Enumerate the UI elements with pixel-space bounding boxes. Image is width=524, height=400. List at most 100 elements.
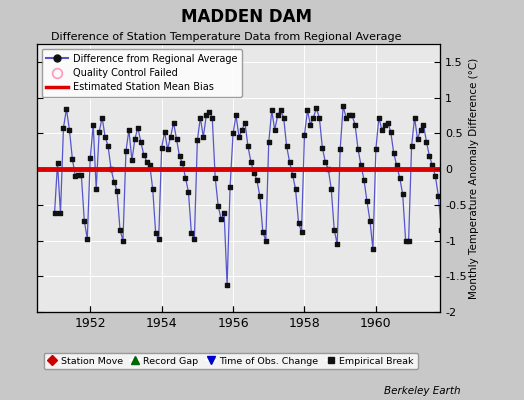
- Point: [178, 160, 187, 166]
- Point: [202, 112, 211, 119]
- Point: [265, 139, 273, 145]
- Point: [229, 130, 237, 136]
- Point: [294, 220, 303, 226]
- Point: [134, 124, 142, 131]
- Point: [50, 210, 59, 216]
- Point: [193, 137, 202, 144]
- Point: [181, 174, 190, 181]
- Point: [187, 230, 195, 236]
- Point: [286, 159, 294, 165]
- Point: [130, 136, 139, 142]
- Point: [83, 236, 92, 242]
- Point: [351, 122, 359, 128]
- Point: [155, 236, 163, 242]
- Point: [419, 122, 428, 128]
- Point: [259, 229, 267, 235]
- Point: [291, 186, 300, 192]
- Text: MADDEN DAM: MADDEN DAM: [181, 8, 312, 26]
- Point: [297, 229, 305, 235]
- Point: [277, 107, 285, 114]
- Point: [375, 114, 383, 121]
- Point: [247, 159, 255, 165]
- Point: [244, 143, 252, 149]
- Point: [163, 146, 172, 152]
- Point: [312, 105, 321, 112]
- Point: [74, 172, 82, 178]
- Point: [139, 152, 148, 158]
- Legend: Station Move, Record Gap, Time of Obs. Change, Empirical Break: Station Move, Record Gap, Time of Obs. C…: [43, 353, 418, 369]
- Point: [378, 126, 386, 133]
- Point: [300, 132, 309, 138]
- Point: [196, 114, 204, 121]
- Point: [65, 126, 73, 133]
- Point: [303, 107, 312, 114]
- Point: [387, 129, 395, 135]
- Point: [309, 114, 318, 121]
- Point: [56, 210, 64, 216]
- Point: [318, 144, 326, 151]
- Point: [116, 227, 124, 233]
- Point: [360, 176, 368, 183]
- Point: [190, 236, 199, 242]
- Point: [143, 159, 151, 165]
- Point: [184, 189, 193, 195]
- Point: [125, 126, 133, 133]
- Point: [253, 176, 261, 183]
- Point: [167, 134, 175, 140]
- Point: [217, 216, 225, 222]
- Point: [250, 170, 258, 176]
- Point: [77, 172, 85, 178]
- Legend: Difference from Regional Average, Quality Control Failed, Estimated Station Mean: Difference from Regional Average, Qualit…: [41, 49, 242, 97]
- Point: [59, 124, 68, 131]
- Point: [71, 173, 80, 180]
- Point: [241, 120, 249, 126]
- Point: [128, 157, 136, 164]
- Point: [86, 155, 94, 162]
- Point: [235, 134, 243, 140]
- Point: [95, 129, 103, 135]
- Point: [380, 122, 389, 128]
- Point: [405, 237, 413, 244]
- Point: [268, 107, 276, 114]
- Point: [220, 210, 228, 216]
- Point: [113, 187, 121, 194]
- Point: [315, 114, 323, 121]
- Point: [146, 162, 154, 168]
- Point: [330, 227, 339, 233]
- Point: [354, 146, 362, 152]
- Point: [431, 173, 440, 180]
- Point: [428, 162, 436, 169]
- Point: [214, 203, 222, 210]
- Point: [151, 230, 160, 236]
- Point: [199, 134, 208, 140]
- Title: Difference of Station Temperature Data from Regional Average: Difference of Station Temperature Data f…: [51, 32, 401, 42]
- Point: [410, 114, 419, 121]
- Point: [208, 114, 216, 121]
- Point: [107, 166, 115, 172]
- Point: [256, 193, 264, 200]
- Point: [389, 150, 398, 156]
- Point: [407, 143, 416, 149]
- Point: [270, 126, 279, 133]
- Point: [357, 162, 365, 169]
- Point: [53, 160, 62, 166]
- Point: [372, 146, 380, 152]
- Point: [306, 122, 314, 128]
- Point: [68, 156, 77, 162]
- Point: [282, 143, 291, 149]
- Point: [401, 237, 410, 244]
- Point: [279, 114, 288, 121]
- Point: [232, 112, 240, 119]
- Point: [434, 193, 443, 200]
- Y-axis label: Monthly Temperature Anomaly Difference (°C): Monthly Temperature Anomaly Difference (…: [470, 57, 479, 299]
- Point: [92, 186, 101, 192]
- Point: [417, 126, 425, 133]
- Point: [160, 129, 169, 135]
- Point: [205, 109, 213, 115]
- Point: [226, 184, 234, 190]
- Point: [157, 144, 166, 151]
- Point: [392, 162, 401, 169]
- Point: [119, 237, 127, 244]
- Point: [101, 134, 110, 140]
- Point: [327, 186, 335, 192]
